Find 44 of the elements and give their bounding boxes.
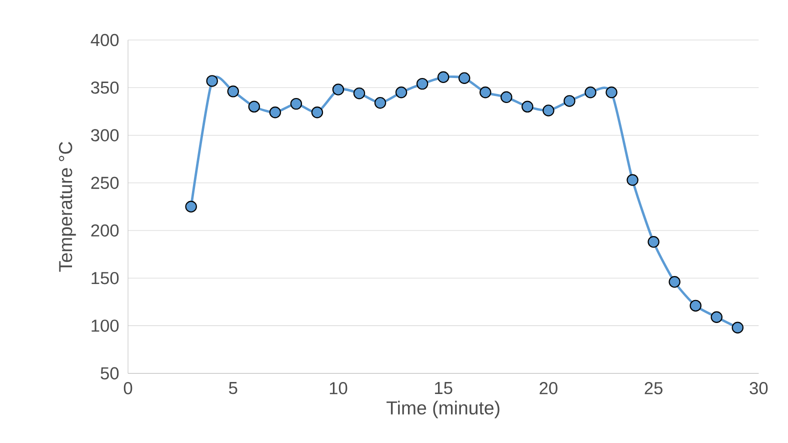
y-tick-label: 150 [92, 272, 119, 284]
point [395, 86, 408, 98]
point [269, 106, 282, 118]
x-tick-label: 20 [540, 382, 558, 394]
point [732, 322, 744, 334]
x-tick-label: 10 [330, 382, 348, 394]
y-axis-title: Temperature °C [58, 142, 76, 272]
point [227, 86, 239, 98]
y-tick-label: 300 [91, 129, 119, 142]
point [710, 311, 722, 324]
point [185, 200, 197, 213]
x-tick-label: 0 [124, 382, 132, 394]
point [248, 100, 260, 113]
x-axis-title: Time (minute) [386, 400, 500, 418]
point [500, 91, 512, 104]
point [332, 84, 344, 96]
point [606, 86, 618, 98]
point [648, 236, 660, 248]
point [458, 72, 470, 84]
point [437, 71, 450, 84]
y-tick-label: 350 [91, 82, 119, 94]
y-tick-label: 250 [91, 176, 119, 190]
point [206, 75, 218, 87]
y-tick-label: 100 [92, 320, 119, 332]
point [626, 174, 638, 186]
x-tick-label: 25 [644, 382, 662, 394]
y-tick-label: 50 [100, 367, 119, 380]
point [668, 276, 680, 288]
x-tick-label: 5 [228, 382, 238, 394]
x-tick-label: 30 [750, 382, 768, 394]
x-tick-label: 15 [435, 382, 452, 394]
point [374, 97, 386, 109]
point [564, 95, 576, 107]
y-tick-label: 200 [91, 224, 119, 237]
point [542, 104, 554, 117]
point [290, 98, 302, 110]
y-tick-label: 400 [90, 34, 119, 46]
point [584, 86, 596, 98]
point [480, 86, 492, 98]
point [522, 100, 534, 113]
point [353, 88, 366, 100]
point [690, 300, 702, 312]
point [416, 78, 428, 90]
point [311, 106, 324, 118]
